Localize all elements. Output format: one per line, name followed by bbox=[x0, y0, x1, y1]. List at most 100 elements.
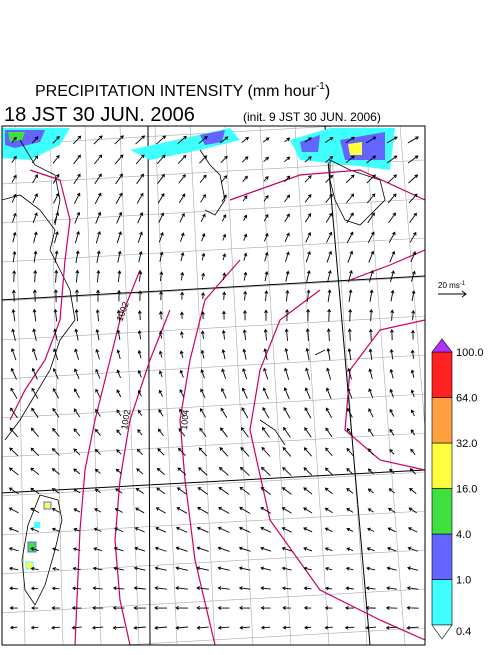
wind-arrow bbox=[180, 271, 185, 281]
colorbar-label: 0.4 bbox=[456, 626, 471, 638]
wind-arrow bbox=[218, 486, 230, 495]
wind-arrow bbox=[31, 367, 38, 380]
wind-arrow bbox=[133, 566, 146, 571]
wind-arrow bbox=[368, 408, 374, 418]
wind-arrow bbox=[326, 328, 331, 342]
wind-arrow bbox=[136, 448, 143, 456]
colorbar: 0.4 1.0 4.0 16.0 32.0 64.0 100.0 bbox=[431, 338, 484, 640]
wind-arrow bbox=[389, 388, 394, 398]
wind-arrow bbox=[135, 135, 146, 145]
isobar bbox=[344, 319, 425, 471]
graticule-line bbox=[118, 627, 425, 645]
isobar bbox=[249, 289, 425, 641]
wind-arrow bbox=[179, 388, 185, 398]
wind-arrow bbox=[222, 291, 227, 300]
wind-arrow bbox=[9, 586, 18, 591]
wind-arrow bbox=[263, 348, 268, 361]
wind-arrow bbox=[326, 250, 333, 263]
wind-arrow bbox=[158, 231, 164, 243]
wind-arrow bbox=[135, 487, 144, 494]
wind-arrow bbox=[117, 250, 122, 263]
wind-arrow bbox=[243, 233, 248, 241]
wind-arrow bbox=[156, 487, 166, 495]
wind-arrow bbox=[53, 328, 58, 341]
wind-arrow bbox=[116, 429, 122, 436]
wind-arrow bbox=[239, 625, 250, 630]
wind-arrow bbox=[346, 427, 354, 437]
wind-arrow bbox=[282, 446, 292, 457]
wind-arrow bbox=[116, 449, 122, 455]
wind-arrow bbox=[409, 231, 417, 243]
wind-arrow bbox=[220, 407, 228, 418]
wind-arrow bbox=[198, 467, 208, 476]
wind-arrow bbox=[260, 546, 272, 552]
wind-arrow bbox=[369, 308, 374, 322]
wind-arrow bbox=[95, 408, 101, 417]
wind-arrow bbox=[305, 347, 310, 361]
wind-arrow bbox=[115, 192, 123, 204]
wind-arrow bbox=[73, 468, 81, 475]
wind-arrow bbox=[284, 232, 290, 243]
wind-arrow bbox=[282, 467, 292, 476]
wind-arrow bbox=[347, 328, 352, 341]
wind-arrow bbox=[137, 212, 144, 224]
wind-arrow bbox=[201, 233, 206, 242]
wind-arrow bbox=[327, 269, 332, 283]
wind-arrow bbox=[409, 487, 417, 494]
wind-arrow bbox=[175, 586, 189, 590]
wind-arrow bbox=[324, 467, 333, 476]
wind-arrow bbox=[367, 468, 374, 475]
wind-arrow bbox=[11, 155, 17, 163]
wind-arrow bbox=[95, 368, 101, 379]
wind-arrow bbox=[117, 289, 121, 302]
wind-arrow bbox=[116, 389, 122, 398]
wind-arrow bbox=[52, 387, 60, 399]
wind-arrow bbox=[73, 428, 81, 437]
wind-arrow bbox=[73, 154, 81, 165]
wind-arrow bbox=[137, 409, 143, 416]
wind-arrow bbox=[199, 407, 206, 418]
wind-arrow bbox=[159, 251, 164, 262]
wind-arrow bbox=[366, 193, 376, 204]
wind-arrow bbox=[31, 387, 39, 399]
graticule-line bbox=[224, 126, 254, 645]
wind-arrow bbox=[346, 231, 354, 243]
wind-arrow bbox=[324, 527, 333, 533]
wind-arrow bbox=[75, 289, 79, 302]
graticule-line bbox=[119, 126, 140, 645]
isobar bbox=[9, 169, 71, 421]
wind-arrow bbox=[31, 606, 39, 610]
wind-arrow bbox=[137, 329, 142, 340]
wind-arrow bbox=[30, 586, 39, 591]
wind-arrow bbox=[260, 606, 271, 610]
wind-arrow bbox=[96, 289, 100, 302]
wind-arrow bbox=[217, 586, 230, 591]
isobar bbox=[229, 169, 425, 201]
wind-arrow bbox=[199, 155, 208, 164]
wind-arrow bbox=[51, 527, 60, 532]
wind-arrow bbox=[410, 448, 416, 455]
wind-arrow bbox=[73, 388, 80, 399]
coastline bbox=[21, 494, 63, 606]
wind-arrow bbox=[262, 137, 270, 143]
wind-arrow bbox=[303, 566, 312, 571]
wind-arrow bbox=[408, 507, 417, 514]
wind-arrow bbox=[389, 348, 394, 360]
wind-arrow bbox=[243, 252, 248, 261]
wind-arrow bbox=[304, 387, 311, 400]
wind-arrow bbox=[117, 270, 122, 283]
wind-arrow bbox=[303, 447, 312, 457]
wind-arrow bbox=[178, 174, 186, 184]
longitude-line bbox=[324, 126, 371, 645]
wind-arrow bbox=[241, 407, 249, 419]
colorbar-segment bbox=[431, 579, 453, 626]
graticule-line bbox=[364, 126, 406, 645]
wind-arrow bbox=[73, 173, 81, 185]
wind-arrow bbox=[346, 547, 354, 552]
wind-arrow bbox=[388, 488, 395, 494]
wind-arrow bbox=[51, 488, 60, 494]
wind-arrow bbox=[94, 508, 102, 513]
wind-arrow bbox=[348, 269, 353, 283]
isobar bbox=[114, 309, 171, 645]
wind-arrow bbox=[94, 192, 102, 204]
